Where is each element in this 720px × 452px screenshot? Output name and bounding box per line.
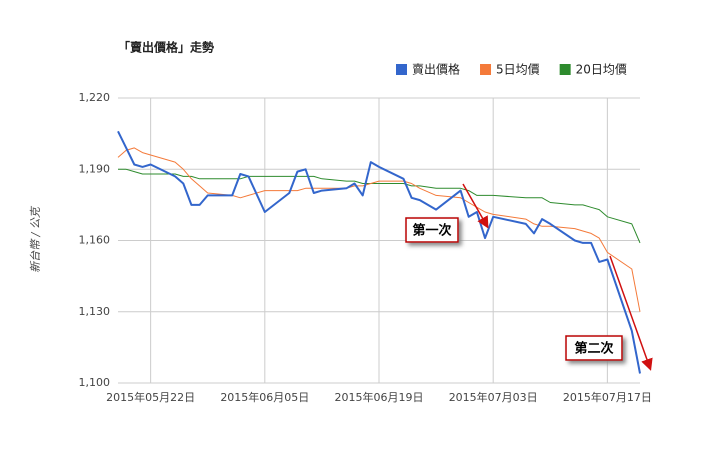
series-line [118,168,641,244]
legend-swatch [480,64,492,75]
x-tick-label: 2015年06月05日 [220,390,309,404]
legend-label: 賣出價格 [412,62,460,77]
legend-label: 20日均價 [576,63,627,77]
arrow [462,183,489,229]
plot [117,130,641,374]
legend-label: 5日均價 [496,63,540,77]
y-axis-label: 新台幣 / 公克 [29,205,42,273]
y-tick-label: 1,190 [79,162,111,175]
annotation: 第二次 [574,341,613,357]
annotation-box [565,335,623,361]
legend-swatch [396,64,407,75]
series-line [117,147,641,312]
y-tick-label: 1,220 [79,91,111,104]
x-tick-label: 2015年07月17日 [563,390,652,404]
y-tick-label: 1,100 [79,376,111,389]
annotation-box [405,217,459,243]
chart-title: 「賣出價格」走勢 [118,40,214,55]
grid: 1,100 1,130 1,160 1,190 1,220 2015年05月22日 2015… [79,91,652,404]
x-tick-label: 2015年06月19日 [335,390,424,404]
legend: 賣出價格 5日均價 20日均價 [396,62,627,77]
y-tick-label: 1,130 [79,305,111,318]
x-tick-label: 2015年05月22日 [106,390,195,404]
annotation: 第一次 [412,223,451,239]
x-tick-label: 2015年07月03日 [449,390,538,404]
y-tick-label: 1,160 [79,234,111,247]
legend-swatch [559,64,571,75]
series-line [117,130,641,374]
arrow [609,255,653,371]
